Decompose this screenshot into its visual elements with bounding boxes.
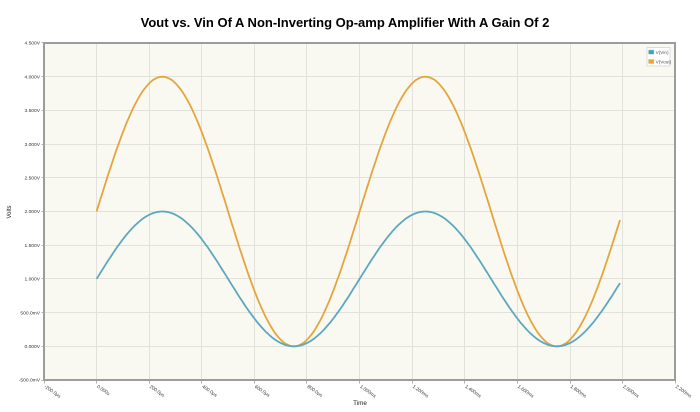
svg-text:1.800ms: 1.800ms — [569, 384, 588, 400]
svg-text:2.500V: 2.500V — [24, 176, 40, 182]
svg-text:2.000ms: 2.000ms — [621, 384, 640, 400]
svg-text:V(Vin): V(Vin) — [656, 50, 669, 55]
svg-text:-500.0mV: -500.0mV — [19, 378, 41, 384]
svg-text:1.400ms: 1.400ms — [464, 384, 483, 400]
svg-text:Time: Time — [353, 400, 367, 407]
svg-text:200.0μs: 200.0μs — [148, 384, 166, 399]
svg-text:1.500V: 1.500V — [24, 243, 40, 249]
svg-text:600.0μs: 600.0μs — [253, 384, 271, 399]
svg-text:0.000s: 0.000s — [95, 384, 111, 398]
svg-text:1.600ms: 1.600ms — [516, 384, 535, 400]
svg-text:Volts: Volts — [7, 205, 13, 218]
svg-text:V(Vout): V(Vout) — [656, 59, 672, 64]
svg-text:2.000V: 2.000V — [24, 209, 40, 215]
svg-text:-200.0μs: -200.0μs — [43, 384, 62, 400]
svg-text:500.0mV: 500.0mV — [20, 310, 40, 316]
svg-text:1.000ms: 1.000ms — [358, 384, 377, 400]
svg-text:1.200ms: 1.200ms — [411, 384, 430, 400]
svg-text:1.000V: 1.000V — [24, 277, 40, 283]
svg-text:4.000V: 4.000V — [24, 74, 40, 80]
svg-text:400.0μs: 400.0μs — [201, 384, 219, 399]
svg-text:4.500V: 4.500V — [24, 41, 40, 47]
svg-text:3.500V: 3.500V — [24, 108, 40, 114]
svg-text:2.200ms: 2.200ms — [674, 384, 693, 400]
svg-text:3.000V: 3.000V — [24, 142, 40, 148]
svg-text:800.0μs: 800.0μs — [306, 384, 324, 399]
svg-text:0.000V: 0.000V — [24, 344, 40, 350]
